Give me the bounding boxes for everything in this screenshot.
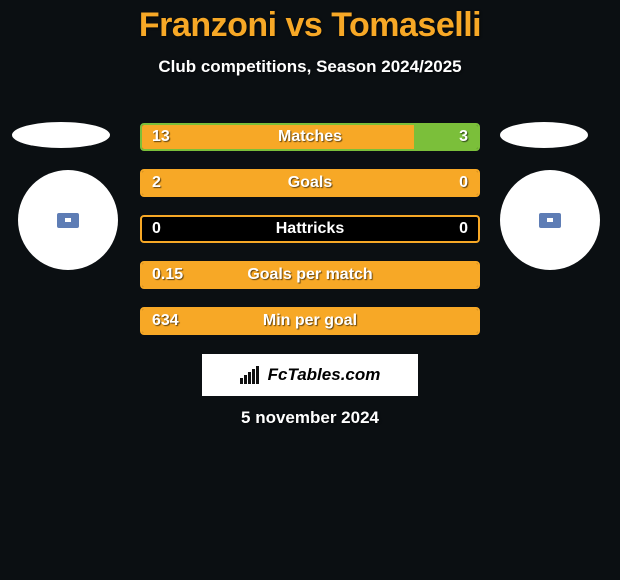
stat-value-left: 634 [142, 309, 189, 333]
stat-label: Min per goal [142, 309, 478, 333]
bars-chart-icon [240, 366, 262, 384]
decor-ellipse-right [500, 122, 588, 148]
stat-row: Min per goal634 [140, 307, 480, 335]
stat-value-right: 0 [449, 171, 478, 195]
player-badge-left [18, 170, 118, 270]
brand-badge: FcTables.com [202, 354, 418, 396]
stat-row: Goals2 0 [140, 169, 480, 197]
flag-icon [539, 213, 561, 228]
stat-label: Hattricks [142, 217, 478, 241]
stat-value-left: 0.15 [142, 263, 193, 287]
stat-value-left: 0 [142, 217, 171, 241]
flag-icon [57, 213, 79, 228]
date-text: 5 november 2024 [0, 408, 620, 428]
subtitle: Club competitions, Season 2024/2025 [0, 57, 620, 77]
stat-row: Matches13 3 [140, 123, 480, 151]
stat-value-right: 3 [449, 125, 478, 149]
stat-value-right: 0 [449, 217, 478, 241]
brand-text: FcTables.com [268, 365, 381, 385]
stat-row: Hattricks0 0 [140, 215, 480, 243]
comparison-bars: Matches133Goals20Hattricks00Goals per ma… [140, 123, 480, 353]
stat-row: Goals per match0.15 [140, 261, 480, 289]
stat-label: Matches [142, 125, 478, 149]
page-title: Franzoni vs Tomaselli [0, 0, 620, 45]
stat-label: Goals [142, 171, 478, 195]
player-badge-right [500, 170, 600, 270]
decor-ellipse-left [12, 122, 110, 148]
stat-value-left: 13 [142, 125, 180, 149]
stat-value-left: 2 [142, 171, 171, 195]
